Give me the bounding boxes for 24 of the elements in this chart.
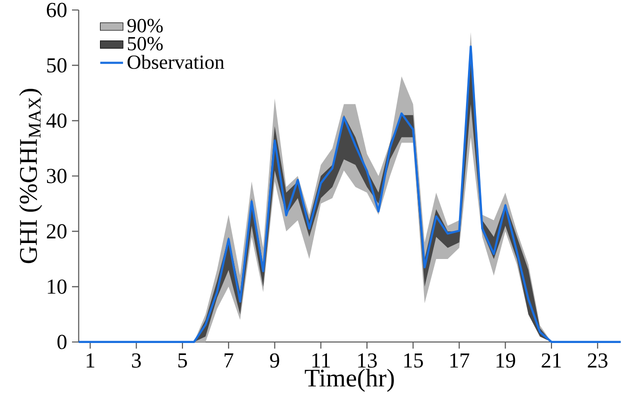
x-tick-label: 19 bbox=[496, 353, 516, 368]
x-tick-label: 23 bbox=[588, 353, 608, 368]
y-axis-title: GHI (%GHI$_{MAX}$) bbox=[19, 88, 42, 264]
legend-label: 90% bbox=[127, 18, 163, 32]
x-tick-label: 5 bbox=[178, 353, 187, 368]
x-tick-label: 1 bbox=[86, 353, 94, 368]
x-tick-label: 7 bbox=[224, 353, 234, 368]
y-tick-label: 20 bbox=[46, 224, 66, 239]
x-tick-label: 9 bbox=[270, 353, 280, 368]
legend-label: 50% bbox=[128, 36, 163, 50]
x-tick-label: 21 bbox=[542, 353, 561, 368]
y-tick-label: 50 bbox=[47, 58, 66, 73]
x-tick-label: 3 bbox=[132, 353, 141, 368]
y-tick-label: 40 bbox=[46, 113, 66, 128]
x-tick-label: 11 bbox=[312, 353, 330, 368]
y-tick-label: 60 bbox=[46, 2, 66, 18]
x-tick-label: 15 bbox=[404, 353, 423, 368]
x-tick-label: 17 bbox=[450, 353, 470, 368]
legend-label: Observation bbox=[128, 54, 224, 69]
y-tick-label: 0 bbox=[57, 334, 66, 350]
y-tick-label: 30 bbox=[46, 168, 66, 184]
y-tick-label: 10 bbox=[48, 279, 66, 294]
x-tick-label: 13 bbox=[358, 353, 377, 368]
x-axis-title: Time(hr) bbox=[304, 368, 394, 392]
